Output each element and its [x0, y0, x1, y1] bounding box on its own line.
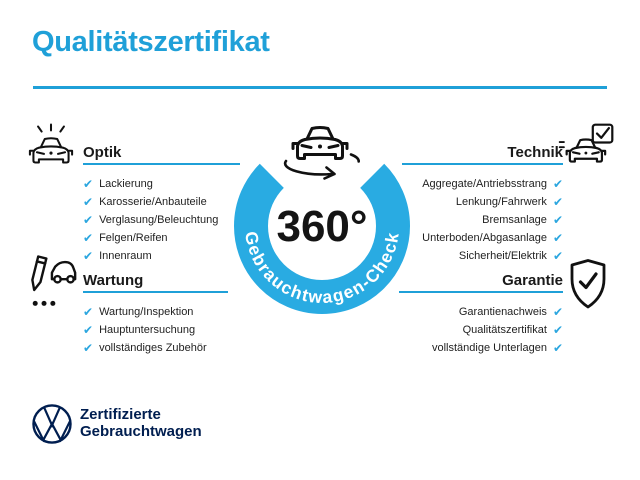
brand-claim-line2: Gebrauchtwagen	[80, 423, 202, 440]
check-item-label: Bremsanlage	[482, 213, 547, 226]
check-item: ✔ Felgen/Reifen	[83, 229, 218, 247]
check-item: ✔ Verglasung/Beleuchtung	[83, 211, 218, 229]
check-icon: ✔	[552, 323, 563, 337]
check-item: ✔ Wartung/Inspektion	[83, 303, 207, 321]
title-divider	[33, 86, 607, 89]
check-icon: ✔	[83, 305, 94, 319]
check-item: ✔ Sicherheit/Elektrik	[459, 247, 563, 265]
section-heading-garantie: Garantie	[502, 272, 563, 289]
check-item: ✔ Unterboden/Abgasanlage	[422, 229, 563, 247]
check-icon: ✔	[83, 177, 94, 191]
check-icon: ✔	[83, 249, 94, 263]
degrees-label: 360°	[276, 202, 367, 251]
car-360-rotation-icon	[283, 126, 360, 180]
brand-claim: Zertifizierte Gebrauchtwagen	[80, 406, 202, 440]
check-item-label: vollständige Unterlagen	[431, 341, 547, 354]
check-item-label: Sicherheit/Elektrik	[458, 249, 547, 262]
check-item: ✔ Innenraum	[83, 247, 218, 265]
check-item: ✔ Aggregate/Antriebsstrang	[422, 175, 563, 193]
check-item: ✔ Bremsanlage	[482, 211, 563, 229]
shield-check-icon	[570, 259, 606, 309]
check-item-label: Lenkung/Fahrwerk	[455, 195, 547, 208]
pencil-car-checklist-icon	[31, 255, 77, 306]
section-heading-technik: Technik	[507, 144, 563, 161]
check-item-label: Unterboden/Abgasanlage	[422, 231, 547, 244]
check-icon: ✔	[552, 195, 563, 209]
checklist-wartung: ✔ Wartung/Inspektion ✔ Hauptuntersuchung ✔ vo…	[83, 303, 207, 357]
checklist-garantie: ✔ Garantienachweis ✔ Qualitätszertifikat ✔ vo…	[363, 303, 563, 357]
car-shine-icon	[28, 123, 74, 164]
check-item-label: Wartung/Inspektion	[99, 305, 194, 318]
checklist-optik: ✔ Lackierung ✔ Karosserie/Anbauteile ✔ Vergla…	[83, 175, 218, 265]
check-icon: ✔	[552, 177, 563, 191]
check-icon: ✔	[83, 341, 94, 355]
checklist-technik: ✔ Aggregate/Antriebsstrang ✔ Lenkung/Fahrwe…	[363, 175, 563, 265]
check-icon: ✔	[552, 305, 563, 319]
check-icon: ✔	[83, 323, 94, 337]
check-item: ✔ Lenkung/Fahrwerk	[456, 193, 563, 211]
check-icon: ✔	[552, 231, 563, 245]
check-item: ✔ Garantienachweis	[459, 303, 563, 321]
check-icon: ✔	[83, 231, 94, 245]
check-item-label: Garantienachweis	[458, 305, 547, 318]
check-icon: ✔	[552, 249, 563, 263]
360-check-badge: Gebrauchtwagen-Check 360°	[234, 126, 410, 314]
check-item-label: Qualitätszertifikat	[462, 323, 547, 336]
check-item: ✔ Lackierung	[83, 175, 218, 193]
page-title: Qualitätszertifikat	[32, 26, 270, 58]
check-item: ✔ Qualitätszertifikat	[463, 321, 563, 339]
section-rule-technik	[402, 163, 563, 165]
section-rule-optik	[83, 163, 240, 165]
vw-logo	[32, 404, 72, 444]
check-item: ✔ Karosserie/Anbauteile	[83, 193, 218, 211]
check-icon: ✔	[552, 341, 563, 355]
section-rule-wartung	[83, 291, 228, 293]
section-heading-optik: Optik	[83, 144, 122, 161]
check-item-label: Lackierung	[99, 177, 153, 190]
car-checkbox-icon	[558, 123, 614, 163]
section-rule-garantie	[399, 291, 563, 293]
check-item-label: Karosserie/Anbauteile	[99, 195, 207, 208]
check-item-label: Innenraum	[99, 249, 152, 262]
check-item-label: Aggregate/Antriebsstrang	[422, 177, 547, 190]
check-item-label: Hauptuntersuchung	[99, 323, 196, 336]
check-item: ✔ Hauptuntersuchung	[83, 321, 207, 339]
brand-claim-line1: Zertifizierte	[80, 406, 161, 423]
section-heading-wartung: Wartung	[83, 272, 144, 289]
check-item-label: Verglasung/Beleuchtung	[99, 213, 219, 226]
check-item-label: vollständiges Zubehör	[99, 341, 207, 354]
check-icon: ✔	[552, 213, 563, 227]
check-icon: ✔	[83, 195, 94, 209]
check-item: ✔ vollständiges Zubehör	[83, 339, 207, 357]
check-icon: ✔	[83, 213, 94, 227]
check-item-label: Felgen/Reifen	[99, 231, 168, 244]
check-item: ✔ vollständige Unterlagen	[432, 339, 563, 357]
ring-arc	[234, 163, 410, 314]
